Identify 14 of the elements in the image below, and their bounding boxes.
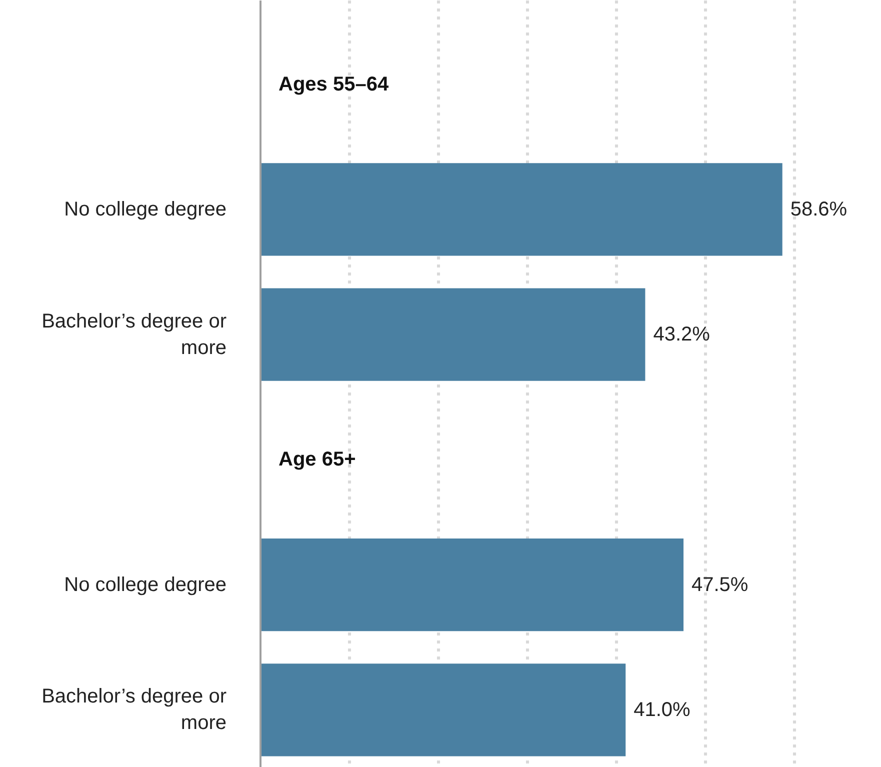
- data-label: 58.6%: [790, 198, 848, 220]
- data-label: 43.2%: [653, 324, 710, 346]
- bar: [260, 664, 626, 756]
- bar: [260, 538, 684, 632]
- y-tick-label: No college degree: [64, 574, 227, 596]
- data-label: 47.5%: [692, 574, 748, 596]
- bar: [260, 163, 782, 256]
- annotation: Ages 55–64: [278, 73, 390, 96]
- y-tick-label: No college degree: [64, 198, 227, 220]
- bar: [260, 288, 646, 381]
- y-tick-label: Bachelor’s degree or more: [42, 686, 227, 734]
- y-tick-label: Bachelor’s degree or more: [42, 310, 227, 359]
- data-label: 41.0%: [634, 698, 691, 721]
- annotation: Age 65+: [278, 448, 356, 471]
